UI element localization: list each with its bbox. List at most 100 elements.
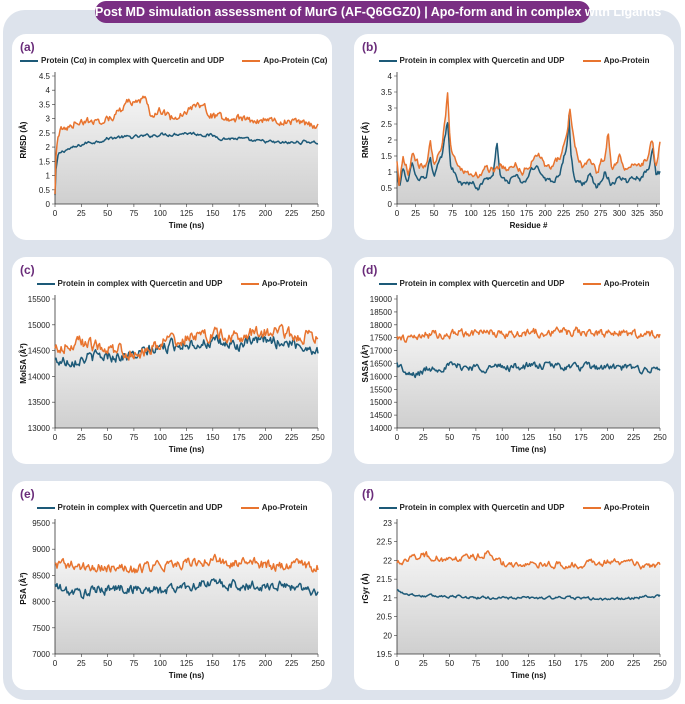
y-tick-label: 14500 <box>370 411 393 420</box>
area-fill <box>55 96 318 204</box>
y-tick-label: 9500 <box>32 519 50 528</box>
x-axis-title: Residue # <box>510 221 548 230</box>
panel-rmsf: (b) Protein in complex with Quercetin an… <box>354 34 674 240</box>
x-tick-label: 325 <box>631 209 645 218</box>
legend-item-complex: Protein in complex with Quercetin and UD… <box>36 503 222 512</box>
y-axis-title: SASA (Å²) <box>361 344 370 382</box>
legend-item-apo: Apo-Protein <box>240 503 307 512</box>
y-tick-label: 16500 <box>370 360 393 369</box>
x-tick-label: 100 <box>464 209 478 218</box>
y-tick-label: 17500 <box>370 334 393 343</box>
molsa-plot: 13000 13500 14000 14500 15000 15500 0 25 50 75 100… <box>19 295 325 454</box>
x-axis-title: Time (ns) <box>511 445 547 454</box>
legend-swatch-complex <box>20 59 38 62</box>
x-tick-label: 175 <box>520 209 534 218</box>
series-line-apo <box>54 95 319 195</box>
x-tick-label: 75 <box>129 659 138 668</box>
legend-label-apo: Apo-Protein <box>603 279 650 288</box>
panel-label: (d) <box>362 263 378 277</box>
x-tick-label: 0 <box>395 433 400 442</box>
x-tick-label: 125 <box>522 659 536 668</box>
x-tick-label: 150 <box>501 209 515 218</box>
y-tick-label: 0 <box>46 200 51 209</box>
x-tick-label: 175 <box>574 659 588 668</box>
y-tick-label: 14500 <box>28 347 51 356</box>
y-tick-label: 22 <box>383 556 392 565</box>
y-axis-title: RMSD (Å) <box>19 121 28 158</box>
area-fill <box>397 327 660 428</box>
x-tick-label: 200 <box>259 209 273 218</box>
x-tick-label: 100 <box>154 659 168 668</box>
x-tick-label: 50 <box>445 433 454 442</box>
y-tick-label: 0 <box>388 200 393 209</box>
y-tick-label: 3.5 <box>381 88 393 97</box>
area-fill <box>55 554 318 654</box>
x-tick-label: 250 <box>311 659 325 668</box>
x-axis-title: Time (ns) <box>169 221 205 230</box>
y-tick-label: 20 <box>383 631 392 640</box>
y-tick-label: 18000 <box>370 321 393 330</box>
y-tick-label: 1 <box>46 172 51 181</box>
panel-label: (e) <box>20 487 35 501</box>
x-tick-label: 150 <box>548 433 562 442</box>
y-tick-label: 14000 <box>28 372 51 381</box>
series-line-apo <box>54 553 319 574</box>
x-tick-label: 150 <box>548 659 562 668</box>
y-tick-label: 1 <box>388 168 393 177</box>
x-tick-label: 225 <box>627 433 641 442</box>
y-tick-label: 3.5 <box>39 100 51 109</box>
legend-item-complex: Protein in complex with Quercetin and UD… <box>36 279 222 288</box>
psa-plot: 7000 7500 8000 8500 9000 9500 0 25 50 75 100 125 150… <box>19 519 325 680</box>
legend-swatch-complex <box>378 506 397 509</box>
y-tick-label: 23 <box>383 519 392 528</box>
rmsf-plot: 0 0.5 1 1.5 2 2.5 3 3.5 4 0 25 50 75 100 125 150 175 200 2… <box>361 72 664 230</box>
panel-label: (a) <box>20 40 35 54</box>
x-tick-label: 0 <box>53 659 58 668</box>
series-line-complex <box>54 131 319 196</box>
x-tick-label: 50 <box>103 659 112 668</box>
legend-item-complex: Protein in complex with Quercetin and UD… <box>378 503 564 512</box>
y-tick-label: 4.5 <box>39 72 51 81</box>
area-fill <box>397 92 660 204</box>
series-line-complex <box>54 578 319 600</box>
x-tick-label: 100 <box>154 433 168 442</box>
x-axis-title: Time (ns) <box>511 671 547 680</box>
y-tick-label: 22.5 <box>376 538 392 547</box>
panel-rgyr: (f) Protein in complex with Quercetin an… <box>354 481 674 690</box>
legend-item-apo: Apo-Protein <box>240 279 308 288</box>
x-tick-label: 300 <box>613 209 627 218</box>
y-tick-label: 2.5 <box>39 129 51 138</box>
y-tick-label: 15500 <box>28 295 51 304</box>
legend: Protein in complex with Quercetin and UD… <box>354 56 674 65</box>
y-tick-label: 7000 <box>32 650 50 659</box>
x-tick-label: 200 <box>601 659 615 668</box>
y-tick-label: 7500 <box>32 624 50 633</box>
x-tick-label: 150 <box>206 209 220 218</box>
series-line-apo <box>396 326 661 343</box>
area-fill <box>397 550 660 654</box>
x-tick-label: 350 <box>650 209 664 218</box>
y-axis-title: rGyr (Å) <box>361 573 370 604</box>
x-tick-label: 225 <box>557 209 571 218</box>
y-tick-label: 19.5 <box>376 650 392 659</box>
legend-label-complex: Protein in complex with Quercetin and UD… <box>399 56 565 65</box>
panel-label: (f) <box>362 487 374 501</box>
legend-swatch-apo <box>582 282 601 285</box>
legend-label-apo: Apo-Protein <box>261 279 308 288</box>
legend-item-complex: Protein in complex with Quercetin and UD… <box>378 279 565 288</box>
y-tick-label: 16000 <box>370 372 393 381</box>
x-tick-label: 250 <box>311 209 325 218</box>
panel-psa: (e) Protein in complex with Quercetin an… <box>12 481 332 690</box>
y-tick-label: 18500 <box>370 308 393 317</box>
x-tick-label: 125 <box>522 433 536 442</box>
y-tick-label: 4 <box>46 86 51 95</box>
y-tick-label: 4 <box>388 72 393 81</box>
x-tick-label: 75 <box>448 209 457 218</box>
series-line-complex <box>396 114 661 191</box>
x-tick-label: 175 <box>574 433 588 442</box>
x-tick-label: 100 <box>496 433 510 442</box>
x-tick-label: 175 <box>232 659 246 668</box>
legend-label-complex: Protein in complex with Quercetin and UD… <box>399 279 565 288</box>
x-tick-label: 200 <box>538 209 552 218</box>
y-tick-label: 2 <box>46 143 51 152</box>
